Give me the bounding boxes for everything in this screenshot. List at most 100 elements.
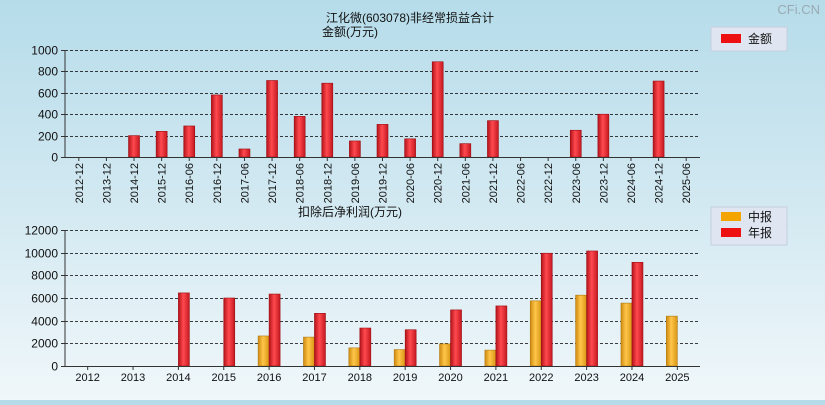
y-tick-label: 600 xyxy=(38,87,58,101)
bar-annual-2023 xyxy=(586,250,598,367)
x-tick-label: 2018 xyxy=(348,372,372,384)
x-tick-label: 2024 xyxy=(620,372,644,384)
y-tick-label: 10000 xyxy=(25,247,59,261)
x-tick-label: 2013-12 xyxy=(101,163,113,203)
x-tick-label: 2024-12 xyxy=(654,163,666,203)
x-tick-label: 2021-12 xyxy=(488,163,500,203)
bottom-chart-gridlines xyxy=(65,230,700,344)
bar-amount-2023-12 xyxy=(597,113,610,158)
bar-interim-2017 xyxy=(303,336,315,367)
y-tick-label: 0 xyxy=(51,151,58,165)
bar-annual-2020 xyxy=(450,309,462,367)
bar-amount-2019-06 xyxy=(349,140,361,158)
bottom-chart-legend: 中报 年报 xyxy=(710,206,788,246)
top-chart-bars xyxy=(128,61,665,158)
bar-interim-2018 xyxy=(348,347,361,367)
x-tick-label: 2020-12 xyxy=(433,163,445,203)
bar-annual-2016 xyxy=(268,293,281,367)
bar-interim-2016 xyxy=(257,335,270,367)
x-tick-label: 2014-12 xyxy=(129,163,141,203)
bar-amount-2024-12 xyxy=(652,80,665,158)
legend-swatch-amount xyxy=(721,34,741,43)
bottom-chart-x-axis: 2012 2013 2014 2015 2016 2017 2018 2019 2020 2021… xyxy=(75,366,690,384)
bar-interim-2019 xyxy=(393,349,406,367)
y-tick-label: 200 xyxy=(38,130,58,144)
x-tick-label: 2022 xyxy=(529,372,553,384)
x-tick-label: 2022-12 xyxy=(543,163,555,203)
bar-interim-2022 xyxy=(529,300,542,367)
bar-annual-2015 xyxy=(223,297,236,367)
bar-amount-2020-06 xyxy=(404,138,416,158)
x-tick-label: 2015 xyxy=(212,372,236,384)
x-tick-label: 2018-06 xyxy=(295,163,307,203)
bar-annual-2017 xyxy=(314,312,326,367)
bar-annual-2014 xyxy=(178,292,190,367)
x-tick-label: 2019 xyxy=(393,372,417,384)
top-chart-x-axis: 2012-12 2013-12 2014-12 2015-12 2016-06 2016-… xyxy=(74,157,693,203)
x-tick-label: 2023-06 xyxy=(571,163,583,203)
x-tick-label: 2021 xyxy=(484,372,508,384)
bar-amount-2017-06 xyxy=(238,148,251,158)
x-tick-label: 2017-06 xyxy=(239,163,251,203)
bar-annual-2021 xyxy=(495,305,508,367)
y-tick-label: 1000 xyxy=(31,44,58,58)
bar-amount-2015-12 xyxy=(155,131,168,158)
y-tick-label: 12000 xyxy=(25,224,59,238)
bar-amount-2018-12 xyxy=(321,82,334,158)
y-tick-label: 4000 xyxy=(31,315,58,329)
x-tick-label: 2016-06 xyxy=(184,163,196,203)
x-tick-label: 2017-12 xyxy=(267,163,279,203)
x-tick-label: 2012 xyxy=(75,372,99,384)
x-tick-label: 2024-06 xyxy=(626,163,638,203)
bar-amount-2016-12 xyxy=(211,94,223,158)
x-tick-label: 2019-12 xyxy=(378,163,390,203)
bar-amount-2018-06 xyxy=(293,116,306,158)
bar-interim-2021 xyxy=(484,349,497,367)
x-tick-label: 2019-06 xyxy=(350,163,362,203)
y-tick-label: 400 xyxy=(38,108,58,122)
top-chart-title: 江化微(603078)非经常损益合计 xyxy=(326,10,494,25)
bar-amount-2014-12 xyxy=(128,135,140,158)
y-tick-label: 8000 xyxy=(31,269,58,283)
legend-label-interim: 中报 xyxy=(748,209,772,224)
bottom-chart-bars xyxy=(178,250,678,367)
top-chart-legend: 金额 xyxy=(710,26,788,52)
bar-amount-2017-12 xyxy=(266,80,278,158)
x-tick-label: 2020-06 xyxy=(405,163,417,203)
bar-interim-2025 xyxy=(666,315,678,367)
legend-swatch-interim xyxy=(721,212,741,221)
bar-amount-2020-12 xyxy=(431,61,444,158)
y-tick-label: 0 xyxy=(51,360,58,374)
x-tick-label: 2025-06 xyxy=(681,163,693,203)
x-tick-label: 2016 xyxy=(257,372,281,384)
legend-label-annual: 年报 xyxy=(748,225,772,240)
bar-interim-2024 xyxy=(620,302,633,367)
bar-interim-2020 xyxy=(439,343,451,367)
x-tick-label: 2021-06 xyxy=(460,163,472,203)
bar-amount-2023-06 xyxy=(569,129,582,158)
x-tick-label: 2015-12 xyxy=(157,163,169,203)
x-tick-label: 2023 xyxy=(574,372,598,384)
x-tick-label: 2012-12 xyxy=(74,163,86,203)
y-tick-label: 800 xyxy=(38,65,58,79)
x-tick-label: 2014 xyxy=(166,372,190,384)
bar-interim-2023 xyxy=(575,294,587,367)
watermark: CFi.CN xyxy=(777,2,820,17)
bar-annual-2024 xyxy=(631,261,644,367)
x-tick-label: 2013 xyxy=(121,372,145,384)
top-chart-y-axis: 0 200 400 600 800 1000 xyxy=(31,44,65,165)
bar-amount-2021-12 xyxy=(487,120,499,158)
top-chart-ylabel: 金额(万元) xyxy=(322,24,378,39)
bar-amount-2021-06 xyxy=(459,143,472,158)
y-tick-label: 2000 xyxy=(31,337,58,351)
bar-annual-2022 xyxy=(540,252,553,367)
x-tick-label: 2016-12 xyxy=(212,163,224,203)
x-tick-label: 2018-12 xyxy=(322,163,334,203)
bottom-chart-title: 扣除后净利润(万元) xyxy=(298,204,402,219)
bar-amount-2019-12 xyxy=(376,124,389,158)
bar-annual-2018 xyxy=(359,327,372,367)
bottom-chart-y-axis: 0 2000 4000 6000 8000 10000 12000 xyxy=(25,224,65,374)
bar-annual-2019 xyxy=(404,329,417,367)
